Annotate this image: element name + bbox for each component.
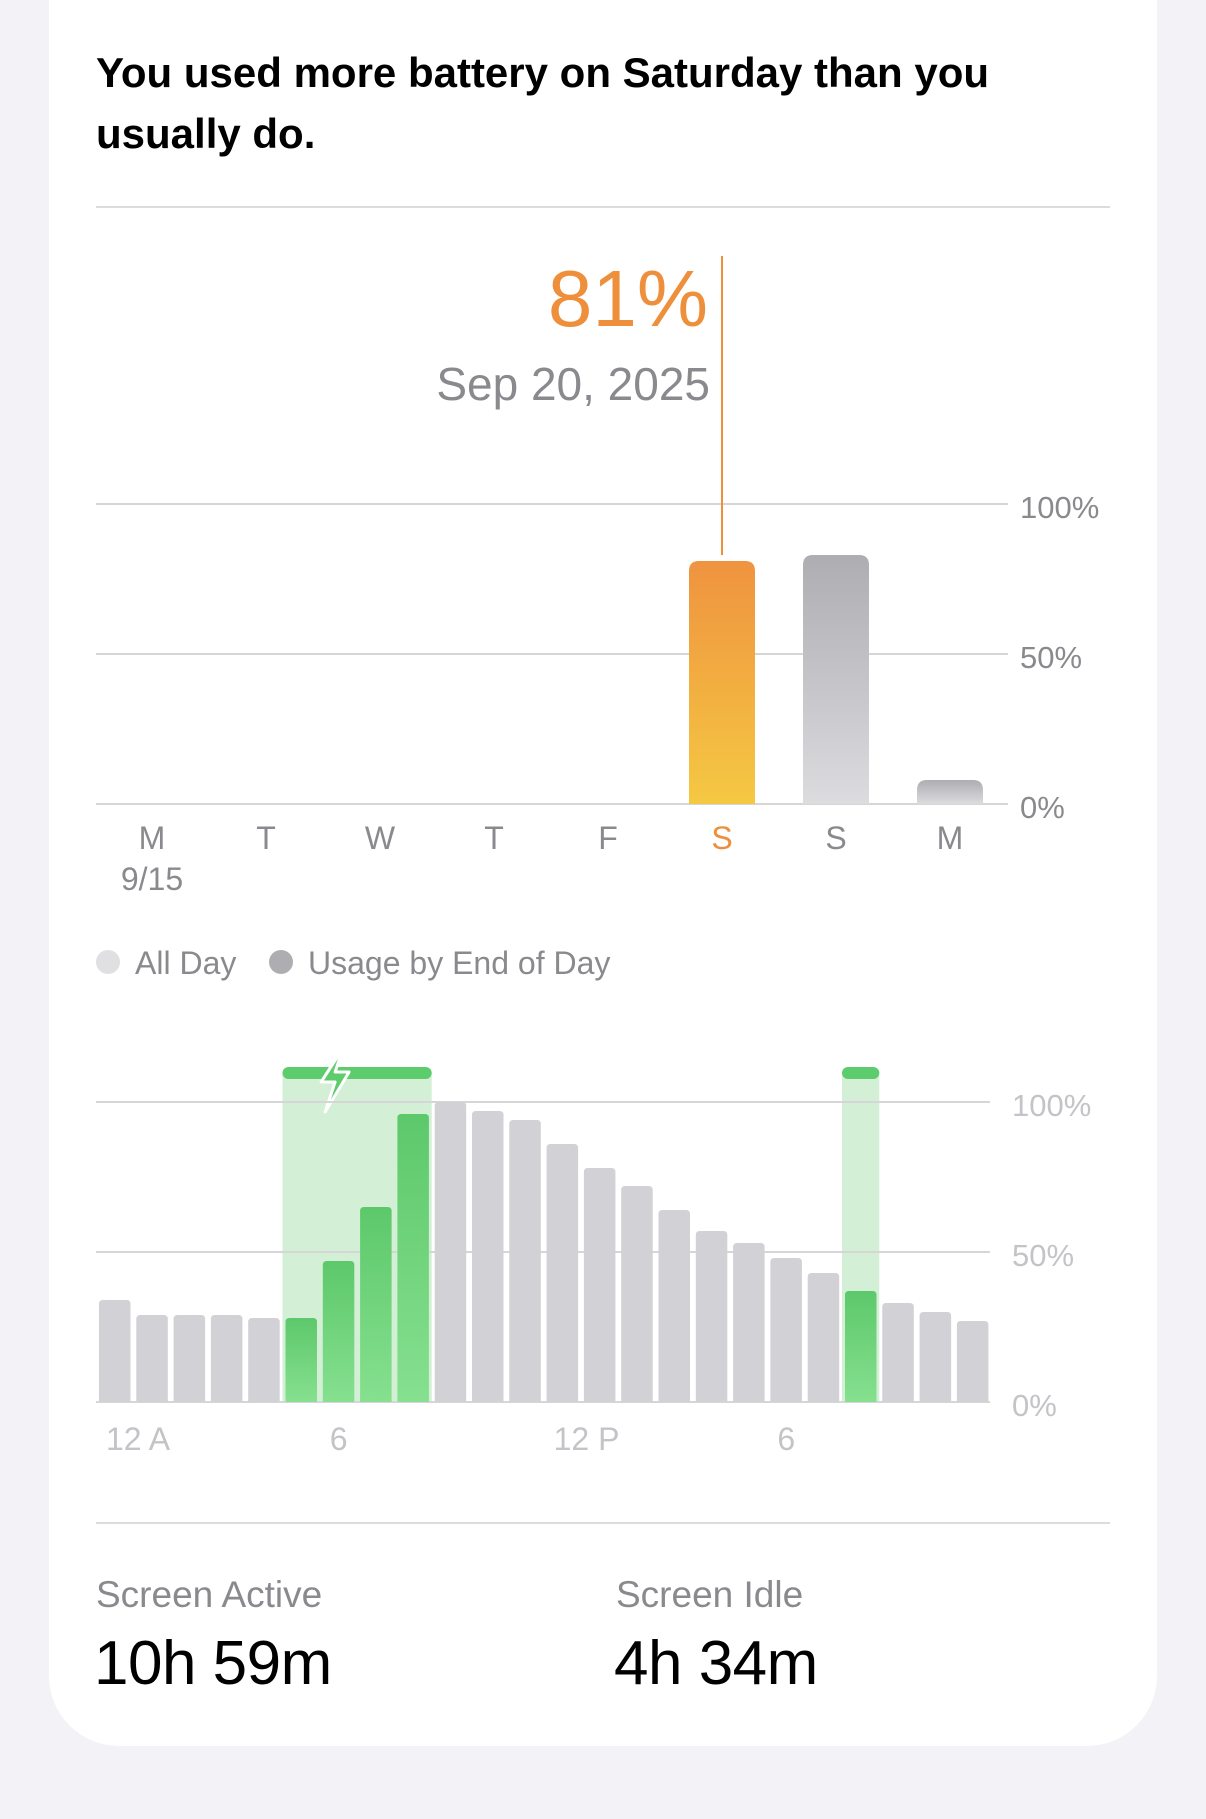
hourly-bar[interactable] <box>360 1207 392 1402</box>
hourly-bar[interactable] <box>695 1231 728 1402</box>
hourly-bar[interactable] <box>583 1168 616 1402</box>
battery-card <box>49 0 1157 1746</box>
hourly-bar[interactable] <box>882 1303 914 1402</box>
selected-date-label: Sep 20, 2025 <box>436 358 710 410</box>
selected-value-label: 81% <box>548 254 708 343</box>
weekly-day-label[interactable]: M <box>139 820 166 856</box>
gray-dot-icon <box>269 950 293 974</box>
hourly-bar[interactable] <box>434 1102 467 1402</box>
hourly-y-tick: 100% <box>1012 1088 1091 1123</box>
weekly-date-label: 9/15 <box>121 861 183 897</box>
hourly-x-tick: 12 P <box>554 1421 620 1457</box>
weekly-day-label[interactable]: T <box>256 820 276 856</box>
hourly-x-tick: 12 A <box>106 1421 171 1457</box>
weekly-day-label[interactable]: W <box>365 820 396 856</box>
hourly-bar[interactable] <box>845 1291 877 1402</box>
weekly-y-tick: 100% <box>1020 490 1099 525</box>
weekly-day-label[interactable]: S <box>825 820 846 856</box>
screen-active-label: Screen Active <box>96 1574 323 1615</box>
hourly-bar[interactable] <box>136 1315 168 1402</box>
hourly-chart[interactable]: 100% 50% 0% 12 A 6 12 P 6 <box>96 1046 1091 1457</box>
hourly-bar[interactable] <box>509 1120 541 1402</box>
weekly-bar[interactable] <box>803 555 869 804</box>
hourly-bar[interactable] <box>210 1315 243 1402</box>
bottom-divider <box>96 1522 1110 1524</box>
hourly-bar[interactable] <box>807 1273 840 1402</box>
hourly-bar[interactable] <box>733 1243 765 1402</box>
hourly-bar[interactable] <box>621 1186 653 1402</box>
legend-label: Usage by End of Day <box>308 945 610 981</box>
screen-active-value: 10h 59m <box>94 1629 332 1698</box>
hourly-bar[interactable] <box>956 1321 989 1402</box>
legend: All Day Usage by End of Day <box>96 945 610 981</box>
weekly-day-label[interactable]: T <box>484 820 504 856</box>
hourly-bar[interactable] <box>658 1210 691 1402</box>
hourly-y-tick: 50% <box>1012 1238 1074 1273</box>
hourly-bar[interactable] <box>99 1300 131 1402</box>
hourly-bar[interactable] <box>322 1261 355 1402</box>
weekly-chart[interactable]: 100% 50% 0% M 9/15 T W T F S S M <box>96 256 1099 897</box>
hourly-x-tick: 6 <box>330 1421 348 1457</box>
weekly-day-label[interactable]: S <box>711 820 732 856</box>
screen-idle-label: Screen Idle <box>616 1574 804 1615</box>
lightning-bolt-icon <box>319 1046 351 1114</box>
hourly-bar[interactable] <box>919 1312 952 1402</box>
hourly-bar[interactable] <box>173 1315 206 1402</box>
legend-label: All Day <box>135 945 236 981</box>
headline: You used more battery on Saturday than y… <box>96 49 990 157</box>
charging-indicator <box>842 1067 880 1079</box>
weekly-y-tick: 0% <box>1020 790 1065 825</box>
weekly-y-tick: 50% <box>1020 640 1082 675</box>
hourly-bar[interactable] <box>546 1144 579 1402</box>
hourly-bar[interactable] <box>770 1258 802 1402</box>
screen-idle-value: 4h 34m <box>614 1629 818 1698</box>
weekly-bar[interactable] <box>917 780 983 804</box>
light-gray-dot-icon <box>96 950 120 974</box>
hourly-bar[interactable] <box>472 1111 504 1402</box>
hourly-bar[interactable] <box>248 1318 280 1402</box>
hourly-bar[interactable] <box>285 1318 318 1402</box>
weekly-bar[interactable] <box>689 561 755 804</box>
top-divider <box>96 206 1110 208</box>
weekly-day-label[interactable]: F <box>598 820 618 856</box>
hourly-bar[interactable] <box>397 1114 429 1402</box>
hourly-y-tick: 0% <box>1012 1388 1057 1423</box>
charging-indicator <box>282 1067 432 1079</box>
weekly-day-label[interactable]: M <box>937 820 964 856</box>
hourly-x-tick: 6 <box>777 1421 795 1457</box>
